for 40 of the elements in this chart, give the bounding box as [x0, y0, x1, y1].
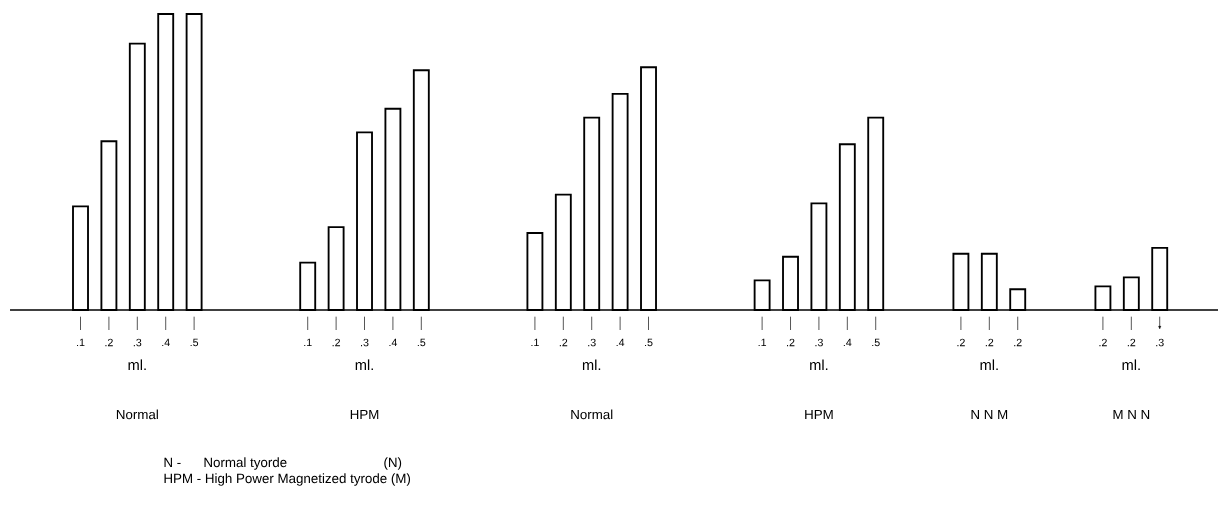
text: HPM — [805, 409, 833, 420]
text: ml. — [810, 359, 828, 370]
x-tick-label: .4 — [389, 338, 398, 347]
x-tick-label: .4 — [162, 338, 170, 347]
text: HPM — [350, 409, 379, 420]
x-tick-label: .2 — [559, 338, 568, 347]
text: Normal — [116, 409, 158, 420]
text: M N N — [1113, 409, 1150, 420]
x-tick-label: .5 — [645, 338, 653, 347]
text: ml. — [128, 359, 146, 370]
x-tick-label: .2 — [332, 338, 341, 347]
text: N N M — [971, 409, 1008, 420]
x-tick-label: .1 — [758, 338, 767, 347]
x-tick-label: .2 — [1127, 338, 1136, 347]
x-tick-label: .2 — [957, 338, 965, 347]
text: Normal — [571, 409, 613, 420]
x-tick-label: .5 — [190, 338, 199, 347]
x-tick-label: .2 — [105, 338, 113, 347]
x-tick-label: .4 — [616, 338, 625, 347]
x-tick-label: .5 — [417, 338, 426, 347]
text: ml. — [355, 359, 373, 370]
x-tick-label: .2 — [787, 338, 795, 347]
text: ml. — [980, 359, 998, 370]
x-tick-label: .1 — [531, 338, 539, 347]
x-tick-label: .2 — [985, 338, 994, 347]
x-tick-label: .4 — [843, 338, 852, 347]
text: ml. — [582, 359, 601, 370]
x-tick-label: .3 — [133, 338, 142, 347]
text: N - Normal tyorde (N) — [164, 457, 402, 470]
x-tick-label: .3 — [1156, 338, 1164, 347]
x-tick-label: .3 — [815, 338, 823, 347]
x-tick-label: .1 — [304, 338, 312, 347]
text: HPM - High Power Magnetized tyrode (M) — [164, 473, 411, 486]
x-tick-label: .2 — [1014, 338, 1022, 347]
text: ml. — [1122, 359, 1140, 370]
x-tick-label: .3 — [588, 338, 596, 347]
x-tick-label: .1 — [77, 338, 85, 347]
x-tick-label: .5 — [872, 338, 880, 347]
x-tick-label: .3 — [361, 338, 369, 347]
x-tick-label: .2 — [1099, 338, 1107, 347]
